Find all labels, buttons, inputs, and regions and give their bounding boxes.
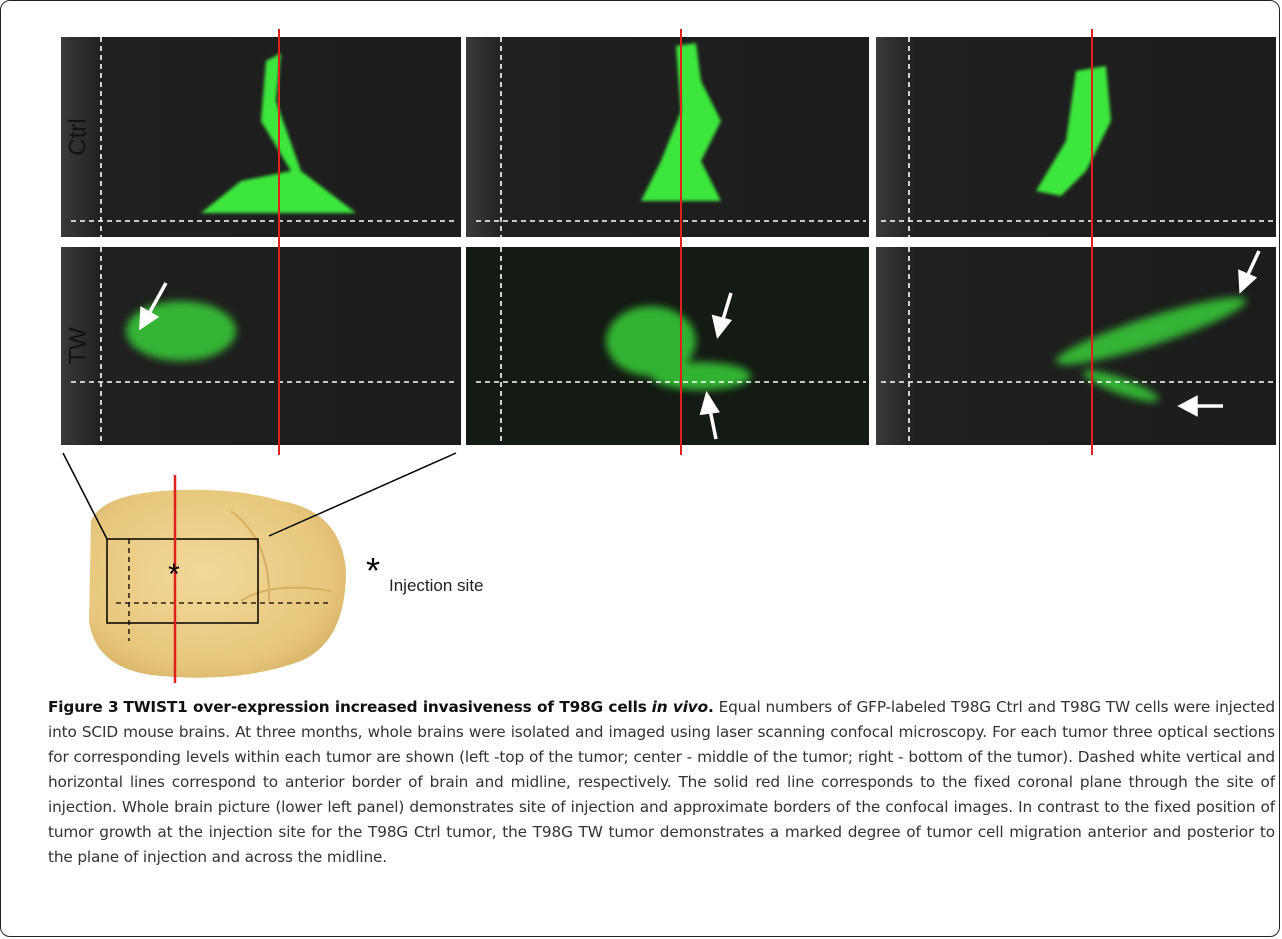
figure-frame: Ctrl TW * * Injection site Figure 3 TWIS… (0, 0, 1280, 937)
caption: Figure 3 TWIST1 over-expression increase… (48, 695, 1275, 870)
whole-brain: * (63, 453, 456, 683)
caption-emphasis: in vivo (652, 698, 708, 716)
row-label: Ctrl (64, 118, 91, 155)
row-label: TW (64, 327, 91, 365)
caption-label: Figure 3 (48, 698, 118, 716)
caption-title-end: . (708, 698, 714, 716)
brain-image (89, 490, 346, 678)
injection-marker: * (168, 558, 180, 591)
caption-body: Equal numbers of GFP-labeled T98G Ctrl a… (48, 698, 1275, 866)
micrograph (466, 37, 869, 237)
micrograph (61, 247, 461, 445)
legend-text: Injection site (389, 576, 484, 595)
legend-marker: * (366, 550, 380, 591)
caption-title: TWIST1 over-expression increased invasiv… (123, 698, 646, 716)
figure: Ctrl TW * * Injection site (1, 1, 1280, 691)
